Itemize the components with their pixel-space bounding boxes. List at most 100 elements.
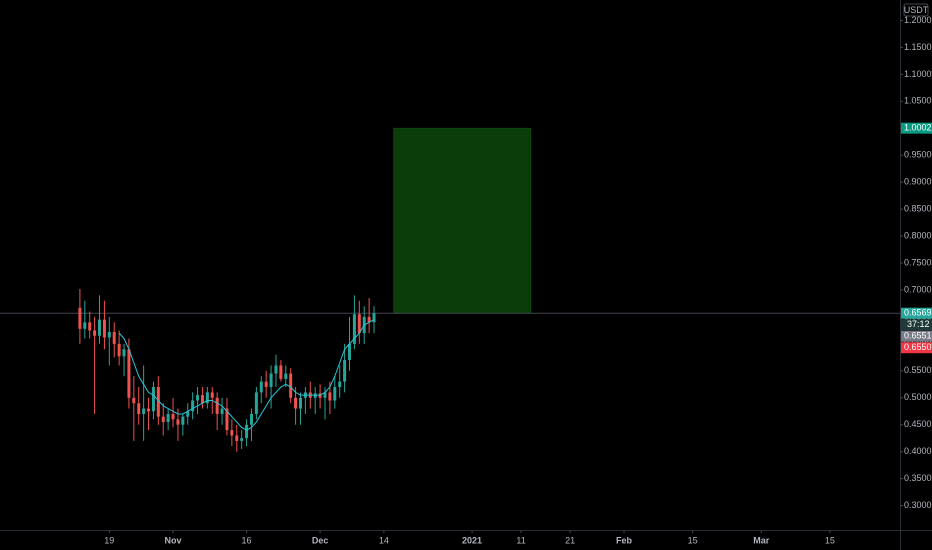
- y-tick-label: 0.7000: [904, 284, 932, 294]
- y-tick-label: 0.5000: [904, 392, 932, 402]
- price-label: 0.6550: [904, 342, 932, 352]
- candle-body: [225, 408, 229, 431]
- x-tick-label: 15: [825, 535, 835, 545]
- candle-body: [294, 397, 298, 409]
- y-tick-label: 1.0500: [904, 96, 932, 106]
- candle-body: [215, 397, 219, 414]
- candle-body: [318, 393, 322, 398]
- candle-body: [343, 360, 347, 382]
- candle-body: [240, 438, 244, 441]
- candle-body: [137, 403, 141, 414]
- candle-body: [83, 322, 87, 329]
- candle-body: [88, 322, 92, 331]
- candle-body: [210, 392, 214, 398]
- y-tick-label: 0.3500: [904, 473, 932, 483]
- x-tick-label: 21: [565, 535, 575, 545]
- candle-body: [338, 381, 342, 388]
- candle-body: [161, 416, 165, 423]
- price-label: 1.0002: [904, 123, 932, 133]
- candle-body: [191, 400, 195, 412]
- candle-body: [186, 411, 190, 417]
- candle-body: [78, 307, 82, 329]
- candle-body: [352, 314, 356, 344]
- x-tick-label: 2021: [462, 535, 482, 545]
- y-tick-label: 1.1000: [904, 69, 932, 79]
- price-label: 0.6551: [904, 331, 932, 341]
- candle-body: [289, 373, 293, 398]
- candle-body: [156, 387, 160, 417]
- candle-body: [269, 373, 273, 388]
- candle-body: [245, 424, 249, 439]
- candle-body: [102, 319, 106, 338]
- candle-body: [298, 397, 302, 409]
- candle-body: [122, 349, 126, 357]
- candle-body: [367, 316, 371, 323]
- price-label-box: [901, 122, 932, 134]
- candle-body: [230, 430, 234, 436]
- y-tick-label: 0.8000: [904, 230, 932, 240]
- x-tick-label: Feb: [616, 535, 633, 545]
- candle-body: [220, 408, 224, 414]
- candle-body: [333, 387, 337, 401]
- candle-body: [328, 392, 332, 401]
- candle-body: [372, 313, 376, 323]
- x-tick-label: 14: [379, 535, 389, 545]
- countdown: 37:12: [907, 319, 930, 329]
- y-tick-label: 0.9000: [904, 177, 932, 187]
- candle-body: [235, 435, 239, 441]
- candle-body: [171, 413, 175, 420]
- y-tick-label: 0.5500: [904, 365, 932, 375]
- candle-body: [313, 393, 317, 398]
- x-tick-label: 15: [688, 535, 698, 545]
- x-tick-label: Nov: [165, 535, 182, 545]
- y-tick-label: 0.3000: [904, 500, 932, 510]
- price-label-box: [901, 307, 932, 319]
- y-tick-label: 1.2000: [904, 15, 932, 25]
- moving-average-line: [118, 319, 375, 431]
- candle-body: [127, 349, 131, 398]
- candle-body: [147, 408, 151, 412]
- x-tick-label: 11: [516, 535, 525, 545]
- y-tick-label: 0.7500: [904, 257, 932, 267]
- candle-body: [112, 332, 116, 344]
- y-tick-label: 0.9500: [904, 150, 932, 160]
- candle-body: [166, 413, 170, 423]
- price-label-box: [901, 342, 932, 354]
- candle-body: [348, 343, 352, 361]
- candle-body: [254, 392, 258, 414]
- y-tick-label: 0.4000: [904, 446, 932, 456]
- currency-box[interactable]: [903, 3, 929, 17]
- x-tick-label: 16: [242, 535, 252, 545]
- candle-body: [259, 381, 263, 393]
- candle-body: [142, 408, 146, 414]
- candle-body: [181, 416, 185, 425]
- candle-body: [151, 387, 155, 412]
- x-tick-label: Dec: [312, 535, 329, 545]
- candle-body: [284, 373, 288, 379]
- candle-body: [93, 330, 97, 336]
- y-tick-label: 1.1500: [904, 42, 932, 52]
- x-tick-label: 19: [104, 535, 114, 545]
- price-label: 0.6569: [904, 308, 932, 318]
- price-label-box: [901, 330, 932, 342]
- candle-body: [132, 397, 136, 404]
- candle-body: [117, 343, 121, 357]
- candle-body: [274, 365, 278, 374]
- currency: USDT: [904, 5, 929, 15]
- candle-body: [357, 314, 361, 334]
- candle-body: [196, 395, 200, 401]
- candle-body: [249, 413, 253, 425]
- x-tick-label: Mar: [753, 535, 770, 545]
- candle-body: [279, 365, 283, 379]
- y-tick-label: 0.8500: [904, 204, 932, 214]
- candle-body: [323, 392, 327, 398]
- candle-body: [176, 419, 180, 425]
- position-target-zone: [393, 127, 532, 314]
- candle-body: [200, 395, 204, 404]
- candle-body: [264, 381, 268, 388]
- candle-body: [98, 319, 102, 336]
- y-tick-label: 0.4500: [904, 419, 932, 429]
- candle-body: [205, 392, 209, 404]
- candle-body: [107, 332, 111, 338]
